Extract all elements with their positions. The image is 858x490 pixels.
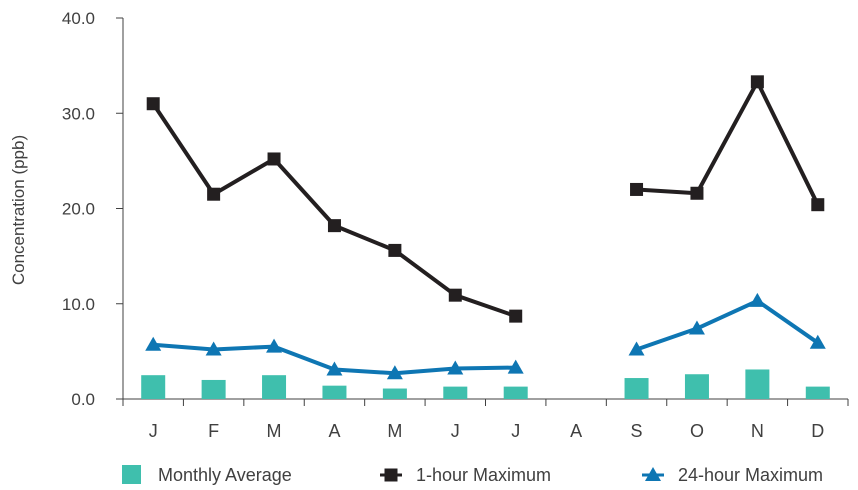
legend: Monthly Average 1-hour Maximum 24-hour Max… [122,465,823,485]
legend-label: 1-hour Maximum [416,465,551,485]
y-tick-label: 40.0 [62,9,95,28]
triangle-marker [628,341,645,356]
triangle-marker [749,292,766,307]
bar [624,378,649,399]
triangle-marker [326,361,343,376]
y-axis: 0.0 10.0 20.0 30.0 40.0 [62,9,124,409]
bar [745,369,770,399]
y-tick-label: 0.0 [71,390,95,409]
bar [141,375,166,399]
bar [262,375,287,399]
x-tick-label: A [328,421,340,441]
triangle-marker [447,360,464,375]
triangle-marker [386,365,403,380]
legend-label: 24-hour Maximum [678,465,823,485]
legend-label: Monthly Average [158,465,292,485]
bar [382,388,407,399]
triangle-marker [507,359,524,374]
legend-swatch [122,465,141,484]
series-line [151,102,517,319]
y-tick-label: 10.0 [62,295,95,314]
triangle-marker [145,336,162,351]
square-marker [388,243,402,257]
line-series [145,75,826,380]
bar-series [141,369,830,399]
x-tick-label: J [451,421,460,441]
bar [201,379,226,399]
square-marker [207,187,221,201]
square-marker [811,198,825,212]
series-line [635,298,819,352]
x-tick-label: M [267,421,282,441]
y-tick-label: 20.0 [62,200,95,219]
x-tick-label: A [570,421,582,441]
square-marker [448,288,462,302]
square-marker [146,97,160,111]
square-marker [750,75,764,89]
x-tick-label: F [208,421,219,441]
bar [443,386,468,399]
x-tick-label: S [631,421,643,441]
bar [684,374,709,399]
x-tick-label: N [751,421,764,441]
square-marker [327,219,341,233]
square-marker [267,152,281,166]
series-line [636,79,820,206]
x-tick-label: J [149,421,158,441]
square-marker [690,186,704,200]
square-marker [384,468,398,482]
bar [503,386,528,399]
triangle-marker [688,320,705,335]
y-axis-label: Concentration (ppb) [9,135,28,285]
square-marker [630,182,644,196]
x-tick-label: J [511,421,520,441]
triangle-marker [205,341,222,356]
square-marker [509,309,523,323]
triangle-marker [645,467,661,481]
bar [322,385,347,399]
bar [805,386,830,399]
x-tick-label: O [690,421,704,441]
triangle-marker [266,338,283,353]
triangle-marker [809,334,826,349]
x-tick-label: D [811,421,824,441]
y-tick-label: 30.0 [62,104,95,123]
x-tick-label: M [387,421,402,441]
